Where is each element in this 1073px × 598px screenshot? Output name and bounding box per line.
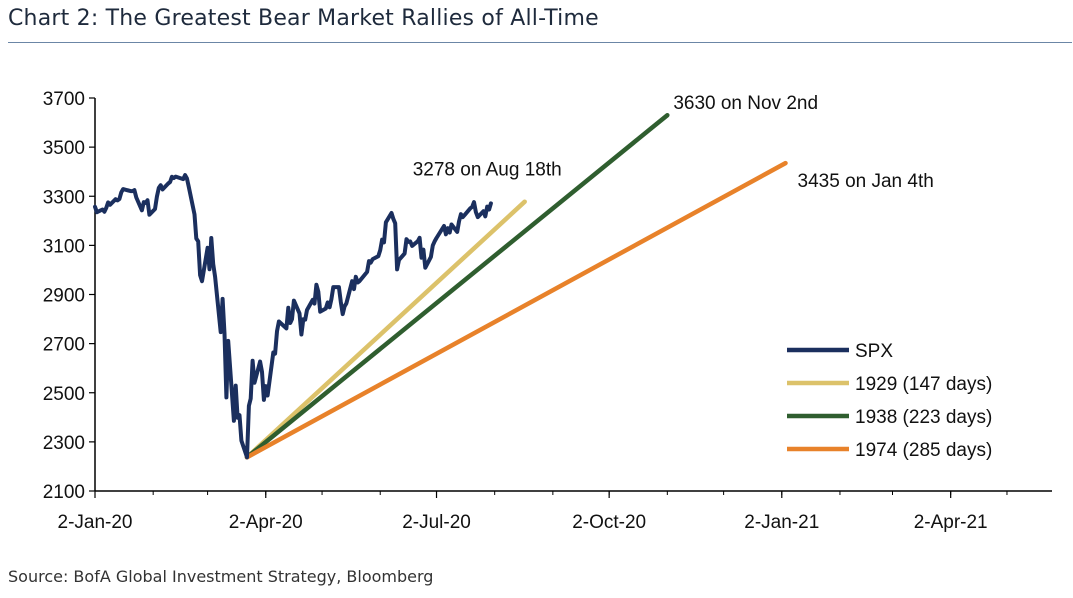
series-lines — [93, 112, 788, 460]
chart-title: Chart 2: The Greatest Bear Market Rallie… — [8, 6, 599, 31]
y-tick-label: 3500 — [43, 138, 85, 159]
series-line-1938-223-days — [244, 112, 670, 460]
x-tick-label: 2-Apr-21 — [914, 512, 988, 533]
x-tick-label: 2-Apr-20 — [229, 512, 303, 533]
series-line-spx — [93, 173, 493, 460]
legend-label-spx: SPX — [855, 341, 893, 362]
y-tick-label: 3300 — [43, 187, 85, 208]
x-tick-label: 2-Jul-20 — [402, 512, 471, 533]
title-rule — [8, 42, 1072, 43]
y-tick-label: 2500 — [43, 384, 85, 405]
y-tick-label: 3100 — [43, 236, 85, 257]
annotations: 3278 on Aug 18th 3630 on Nov 2nd 3435 on J… — [413, 93, 934, 192]
annotation-1938-223-days: 3630 on Nov 2nd — [673, 93, 818, 114]
annotation-1974-285-days: 3435 on Jan 4th — [798, 171, 934, 192]
series-line-1974-285-days — [244, 160, 788, 460]
x-tick-label: 2-Oct-20 — [572, 512, 646, 533]
axes: 2100 2300 2500 2700 2900 3100 3300 3500 3700 2-Ja… — [43, 89, 1052, 533]
y-tick-label: 2900 — [43, 286, 85, 307]
legend: SPX 1929 (147 days) 1938 (223 days) 1974 (2… — [787, 341, 992, 461]
legend-label-1974-285-days: 1974 (285 days) — [855, 440, 992, 461]
y-tick-label: 2700 — [43, 335, 85, 356]
legend-label-1929-147-days: 1929 (147 days) — [855, 374, 992, 395]
x-tick-label: 2-Jan-21 — [744, 512, 819, 533]
source-note: Source: BofA Global Investment Strategy,… — [8, 567, 434, 586]
y-tick-label: 2300 — [43, 433, 85, 454]
annotation-1929-147-days: 3278 on Aug 18th — [413, 160, 562, 181]
y-tick-label: 3700 — [43, 89, 85, 110]
series-line-1929-147-days — [244, 199, 527, 460]
y-tick-label: 2100 — [43, 482, 85, 503]
x-tick-label: 2-Jan-20 — [58, 512, 133, 533]
legend-label-1938-223-days: 1938 (223 days) — [855, 407, 992, 428]
